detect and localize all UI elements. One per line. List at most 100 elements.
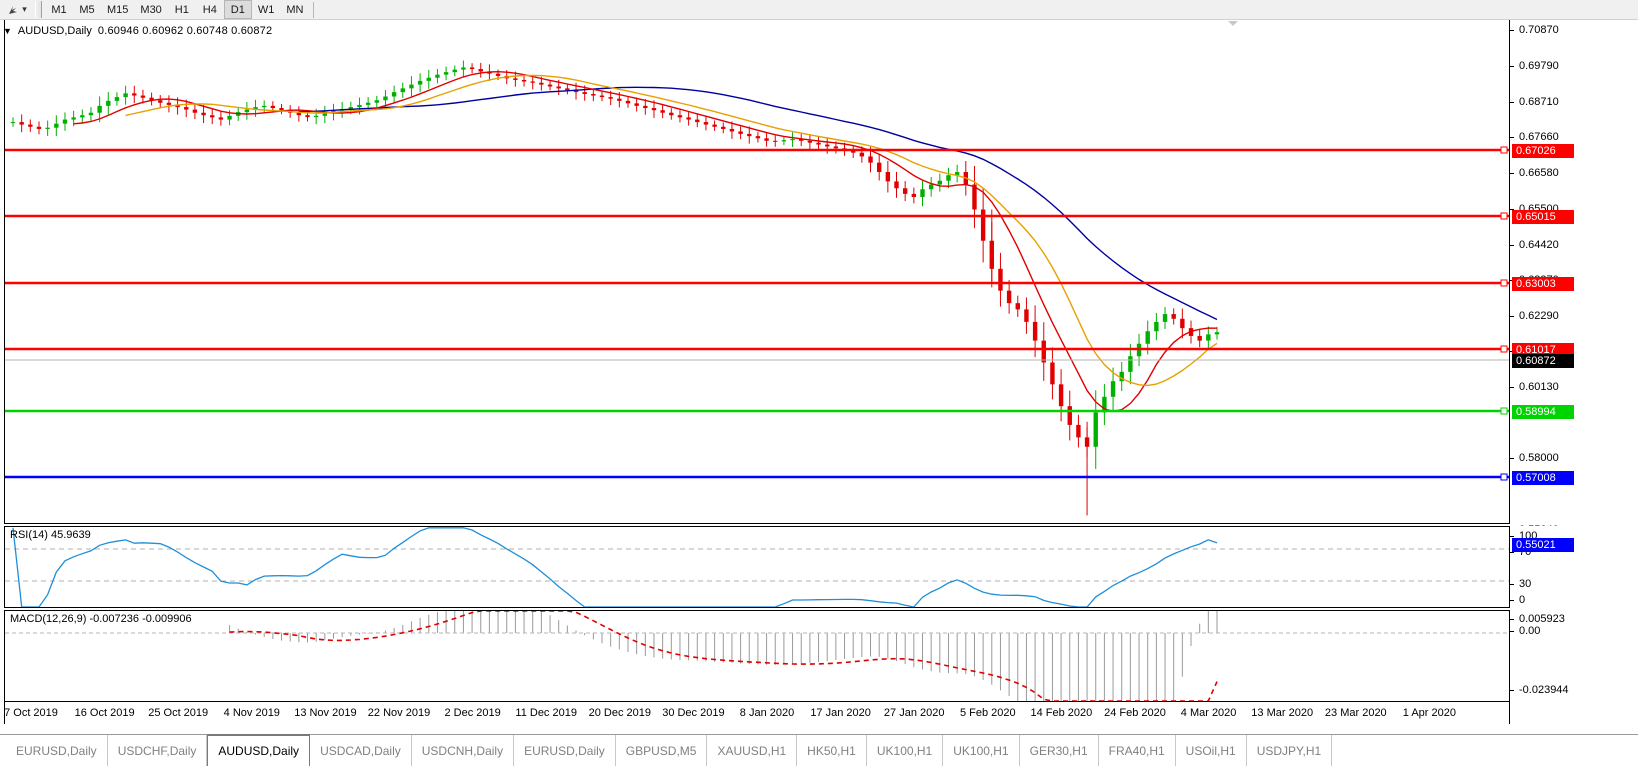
horizontal-level-lines[interactable] <box>5 146 1509 522</box>
candle-body <box>608 97 613 99</box>
candle-body <box>1171 314 1176 319</box>
level-anchor-handle[interactable] <box>1500 212 1508 220</box>
candle-body <box>1032 321 1038 341</box>
resistance-badge[interactable]: 0.65015 <box>1512 210 1574 224</box>
candle-body <box>686 117 691 120</box>
candle-body <box>1015 303 1020 310</box>
candle-body <box>417 80 423 85</box>
macd-tick: -0.023944 <box>1510 684 1569 696</box>
chart-tab-uk100-h1[interactable]: UK100,H1 <box>867 735 944 766</box>
candle-body <box>937 180 943 185</box>
candle-body <box>625 100 631 104</box>
level-anchor-handle[interactable] <box>1500 407 1508 415</box>
ohlc-values: 0.60946 0.60962 0.60748 0.60872 <box>97 25 273 37</box>
chart-tab-hk50-h1[interactable]: HK50,H1 <box>797 735 867 766</box>
candle-body <box>695 119 700 123</box>
toolbar-options-button[interactable]: ▾ <box>0 0 34 19</box>
candle-body <box>1050 362 1055 385</box>
candle-body <box>1058 384 1064 407</box>
timeframe-button-m1[interactable]: M1 <box>51 3 67 16</box>
price-chart-pane[interactable] <box>4 20 1510 524</box>
macd-tick: 0.00 <box>1510 625 1540 637</box>
level-anchor-handle[interactable] <box>1500 279 1508 287</box>
macd-label: MACD(12,26,9) -0.007236 -0.009906 <box>10 613 192 625</box>
candle-body <box>677 115 683 118</box>
chart-tab-usdjpy-h1[interactable]: USDJPY,H1 <box>1247 735 1333 766</box>
timeframe-button-h1[interactable]: H1 <box>174 3 189 16</box>
chart-tab-usoil-h1[interactable]: USOil,H1 <box>1176 735 1247 766</box>
candle-body <box>409 84 414 89</box>
candle-body <box>998 268 1003 291</box>
chart-tab-usdcnh-daily[interactable]: USDCNH,Daily <box>412 735 515 766</box>
price-tick: 0.62290 <box>1510 310 1559 322</box>
resistance-badge[interactable]: 0.61017 <box>1512 343 1574 357</box>
chart-menu-caret-icon[interactable]: ▼ <box>3 25 12 36</box>
current-price-badge[interactable]: 0.60872 <box>1512 354 1574 368</box>
price-tick: 0.69790 <box>1510 60 1559 72</box>
candle-body <box>591 93 596 96</box>
chart-tab-eurusd-daily[interactable]: EURUSD,Daily <box>6 735 108 766</box>
candle-body <box>132 93 137 96</box>
level-anchor-handle[interactable] <box>1500 345 1508 353</box>
candle-body <box>175 104 180 108</box>
candle-body <box>660 110 665 113</box>
level-anchor-handle[interactable] <box>1500 473 1508 481</box>
level-anchor-handle[interactable] <box>1500 146 1508 154</box>
support-badge[interactable]: 0.57008 <box>1512 471 1574 485</box>
chart-tab-eurusd-daily[interactable]: EURUSD,Daily <box>514 735 616 766</box>
timeframe-button-m15[interactable]: M15 <box>107 3 129 16</box>
timeframe-button-w1[interactable]: W1 <box>257 3 275 16</box>
time-axis-label: 30 Dec 2019 <box>662 707 725 719</box>
candle-body <box>729 128 735 132</box>
candle-body <box>114 97 120 101</box>
candle-body <box>816 142 821 145</box>
chart-tab-audusd-daily[interactable]: AUDUSD,Daily <box>207 734 311 766</box>
chart-tab-ger30-h1[interactable]: GER30,H1 <box>1020 735 1099 766</box>
candle-body <box>773 140 778 142</box>
timeframe-button-d1[interactable]: D1 <box>223 0 252 19</box>
candle-body <box>911 193 917 198</box>
resistance-badge[interactable]: 0.67026 <box>1512 144 1574 158</box>
chart-tab-usdcad-daily[interactable]: USDCAD,Daily <box>310 735 412 766</box>
price-axis[interactable]: 0.70870 0.69790 0.68710 0.67660 0.66580 0.655… <box>1510 20 1638 571</box>
chart-tab-gbpusd-m5[interactable]: GBPUSD,M5 <box>616 735 708 766</box>
time-axis[interactable]: 7 Oct 2019 16 Oct 2019 25 Oct 2019 4 Nov 20… <box>4 702 1510 724</box>
candle-body <box>885 172 891 182</box>
timeframe-button-m5[interactable]: M5 <box>79 3 95 16</box>
timeframe-button-mn[interactable]: MN <box>286 3 304 16</box>
support-badge[interactable]: 0.55021 <box>1512 538 1574 552</box>
candle-body <box>712 124 717 127</box>
candle-body <box>1076 424 1081 438</box>
candle-body <box>1041 340 1046 363</box>
support-badge[interactable]: 0.58994 <box>1512 405 1574 419</box>
timeframe-button-m30[interactable]: M30 <box>140 3 162 16</box>
price-tick: 0.68710 <box>1510 96 1559 108</box>
candle-body <box>149 97 154 101</box>
macd-axis[interactable]: 0.005923 0.00 -0.023944 <box>1510 610 1638 702</box>
time-axis-label: 22 Nov 2019 <box>367 707 431 719</box>
candle-body <box>669 112 674 116</box>
candle-body <box>547 84 553 87</box>
candle-body <box>920 189 925 198</box>
resistance-badge[interactable]: 0.63003 <box>1512 277 1574 291</box>
macd-indicator-pane[interactable]: MACD(12,26,9) -0.007236 -0.009906 <box>4 610 1510 702</box>
time-axis-label: 8 Jan 2020 <box>739 707 795 719</box>
candle-body <box>313 115 319 118</box>
candle-body <box>1162 314 1168 322</box>
candle-body <box>296 112 302 116</box>
chart-tab-usdchf-daily[interactable]: USDCHF,Daily <box>108 735 208 766</box>
candle-body <box>184 107 189 110</box>
time-axis-label: 2 Dec 2019 <box>444 707 501 719</box>
chart-tab-uk100-h1[interactable]: UK100,H1 <box>943 735 1020 766</box>
candle-body <box>703 122 709 125</box>
candle-body <box>599 95 605 98</box>
chart-scroll-marker-icon[interactable] <box>1228 21 1239 27</box>
drag-grip-icon[interactable] <box>35 1 42 18</box>
chart-tab-fra40-h1[interactable]: FRA40,H1 <box>1099 735 1176 766</box>
timeframe-button-h4[interactable]: H4 <box>202 3 217 16</box>
candle-body <box>521 79 527 82</box>
rsi-indicator-pane[interactable]: RSI(14) 45.9639 <box>4 526 1510 608</box>
chart-tab-xauusd-h1[interactable]: XAUUSD,H1 <box>707 735 798 766</box>
candle-body <box>980 209 986 241</box>
candle-body <box>928 184 934 190</box>
